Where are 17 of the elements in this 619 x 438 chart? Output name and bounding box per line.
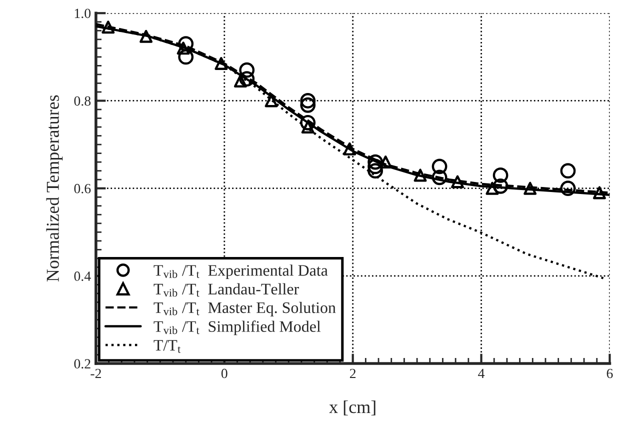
- legend-label: T$_{vib}$ /T$_{t}$ Experimental Data: [154, 264, 328, 280]
- y-tick-label: 0.8: [74, 96, 91, 106]
- legend-label: T/T$_{t}$: [154, 340, 181, 353]
- x-tick-label: 0: [221, 368, 228, 378]
- x-tick-label: -2: [90, 368, 101, 378]
- x-tick-label: 6: [606, 368, 613, 378]
- x-tick-label: 4: [478, 368, 485, 378]
- x-tick-label: 2: [350, 368, 356, 378]
- x-axis-title: x [cm]: [329, 400, 376, 416]
- y-axis-title: Normalized Temperatures: [46, 95, 63, 282]
- y-tick-label: 0.2: [74, 359, 90, 369]
- legend-label: T$_{vib}$ /T$_{t}$ Simplified Model: [154, 320, 321, 336]
- legend-label: T$_{vib}$ /T$_{t}$ Master Eq. Solution: [154, 302, 336, 316]
- y-tick-label: 1.0: [74, 8, 91, 18]
- legend-label: T$_{vib}$ /T$_{t}$ Landau-Teller: [154, 283, 299, 297]
- y-tick-label: 0.4: [74, 272, 91, 281]
- y-tick-label: 0.6: [74, 184, 91, 194]
